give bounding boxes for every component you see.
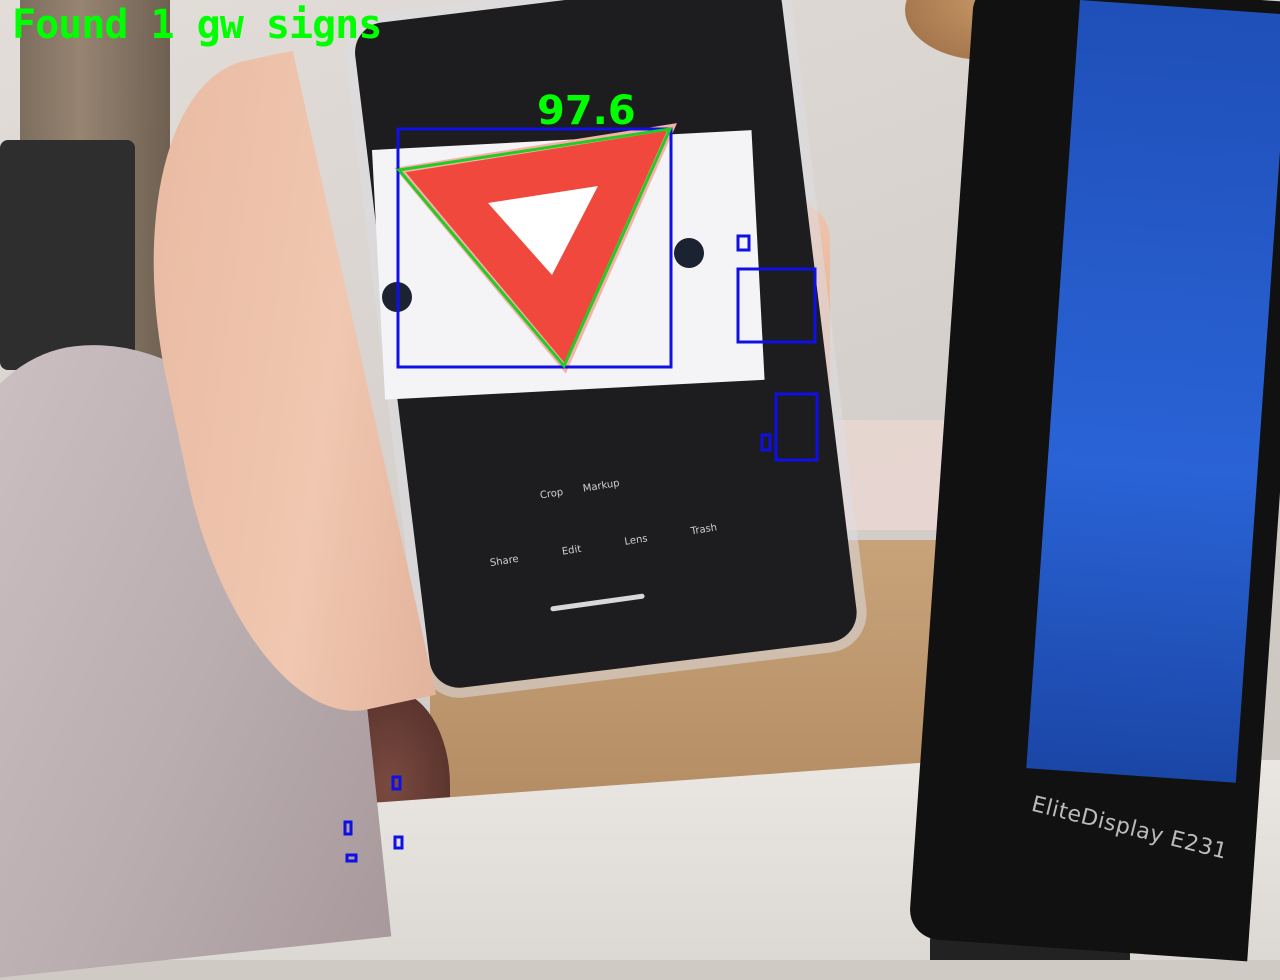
candidate-box <box>760 433 772 452</box>
detection-count-text: Found 1 gw signs <box>12 2 382 48</box>
candidate-box <box>345 853 358 863</box>
detection-overlay <box>343 123 819 863</box>
camera-dot <box>674 238 704 268</box>
candidate-box <box>774 392 819 462</box>
triangle-fit-outline <box>396 127 673 369</box>
candidate-box <box>736 234 751 252</box>
candidate-box <box>736 267 817 344</box>
candidate-box <box>393 835 404 850</box>
amplifier <box>0 140 135 370</box>
candidate-box <box>343 820 353 836</box>
give-way-sign-white <box>488 186 598 275</box>
candidate-box <box>391 775 402 791</box>
detection-score-label: 97.6 <box>537 88 636 134</box>
detection-box <box>396 127 673 369</box>
